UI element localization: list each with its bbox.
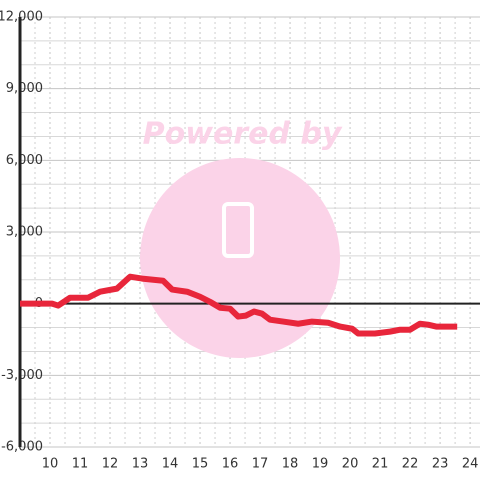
x-tick-label: 15 <box>192 457 209 472</box>
y-tick-label: 6,000 <box>6 153 43 168</box>
x-tick-label: 23 <box>432 457 449 472</box>
y-tick-label: -6,000 <box>1 440 43 455</box>
x-tick-label: 10 <box>42 457 59 472</box>
watermark-text: Powered by <box>143 117 343 152</box>
y-tick-label: 3,000 <box>6 225 43 240</box>
watermark-icon <box>222 202 254 258</box>
x-tick-label: 24 <box>462 457 479 472</box>
y-tick-label: 9,000 <box>6 81 43 96</box>
x-tick-label: 14 <box>162 457 179 472</box>
x-tick-label: 21 <box>372 457 389 472</box>
x-tick-label: 20 <box>342 457 359 472</box>
x-tick-label: 11 <box>72 457 89 472</box>
x-tick-label: 12 <box>102 457 119 472</box>
data-line <box>20 273 458 337</box>
x-tick-label: 17 <box>252 457 269 472</box>
watermark: Powered by <box>140 117 343 358</box>
x-tick-label: 22 <box>402 457 419 472</box>
x-tick-label: 16 <box>222 457 239 472</box>
x-tick-label: 13 <box>132 457 149 472</box>
y-tick-label: -3,000 <box>1 368 43 383</box>
x-tick-label: 19 <box>312 457 329 472</box>
x-tick-label: 18 <box>282 457 299 472</box>
